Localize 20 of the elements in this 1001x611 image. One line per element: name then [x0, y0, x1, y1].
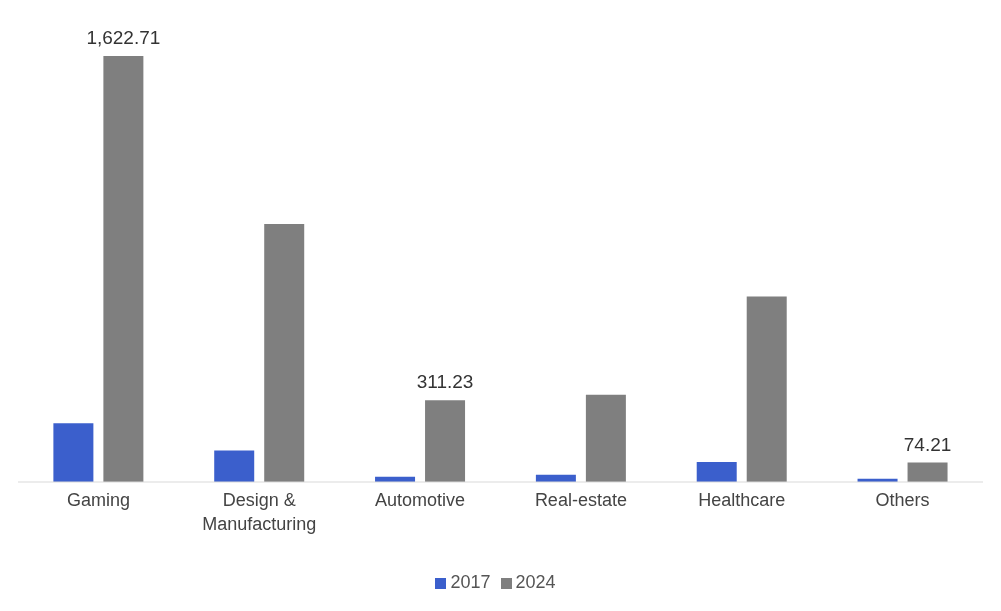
x-tick-label: Gaming	[66, 490, 130, 510]
legend-label: 2024	[515, 572, 556, 592]
bar	[53, 423, 94, 482]
x-tick-label: Healthcare	[698, 490, 786, 510]
bar	[103, 56, 144, 482]
bar	[907, 462, 948, 482]
legend-label: 2017	[450, 572, 491, 592]
data-label: 1,622.71	[86, 27, 161, 48]
bar	[746, 296, 787, 482]
bar	[425, 400, 466, 482]
x-tick-label: Automotive	[375, 490, 466, 510]
bar	[585, 394, 626, 482]
bar	[264, 223, 305, 482]
data-label: 311.23	[416, 371, 474, 393]
bar	[214, 450, 255, 482]
x-tick-label: Design & Manufacturing	[202, 490, 317, 534]
bar	[696, 462, 737, 482]
x-tick-label: Real-estate	[534, 490, 627, 510]
x-tick-label: Others	[875, 490, 930, 510]
data-label: 74.21	[903, 433, 952, 455]
